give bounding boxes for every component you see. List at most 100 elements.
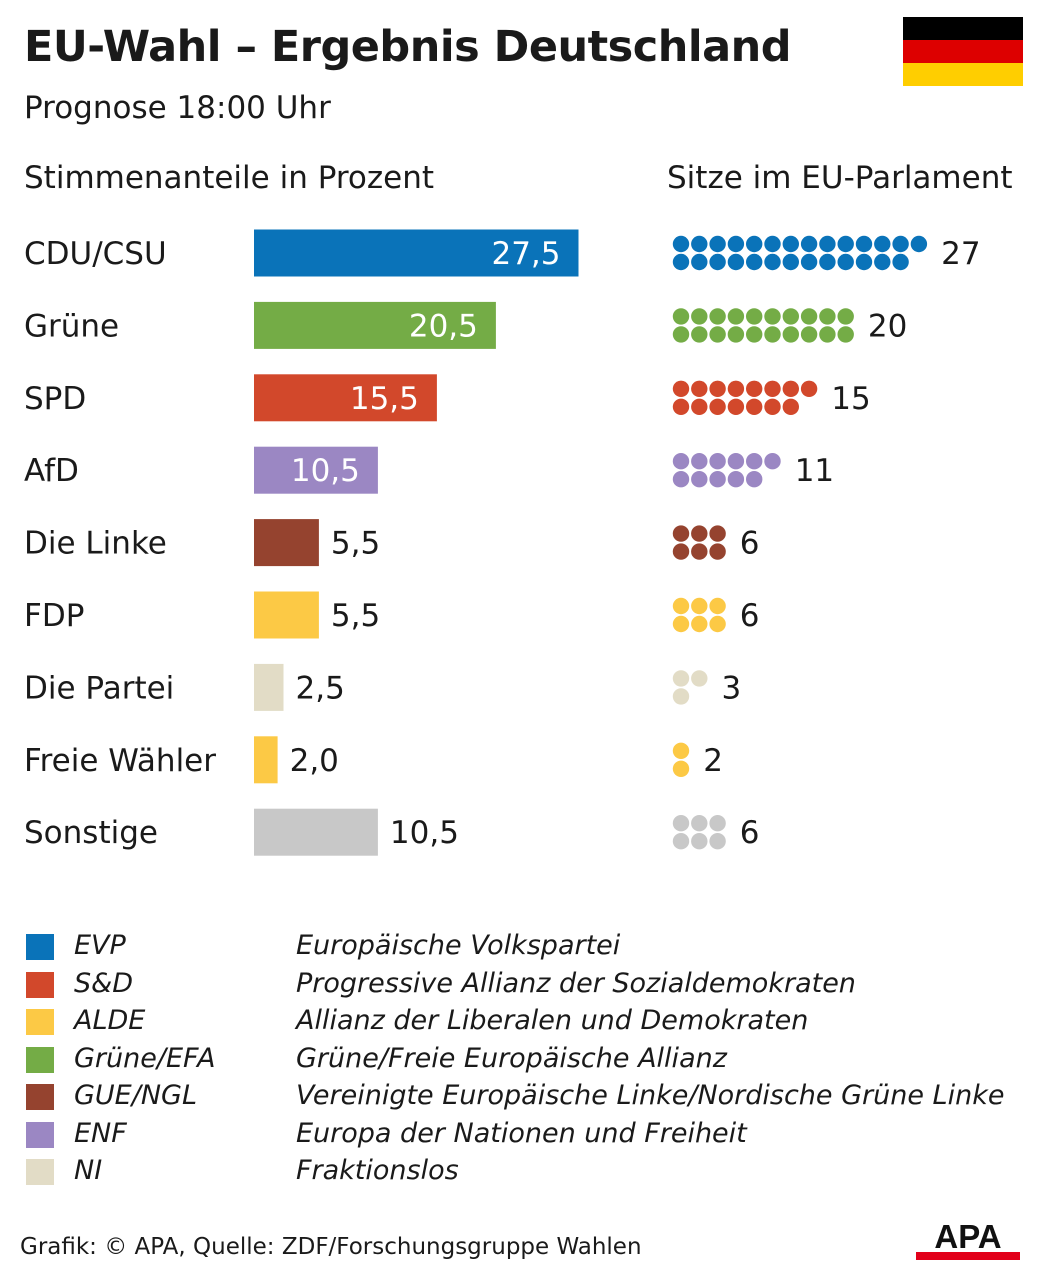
- seat-dot: [672, 760, 690, 777]
- seat-count-label: 27: [941, 236, 980, 272]
- seat-dot: [764, 398, 781, 415]
- seat-count-label: 6: [740, 526, 760, 562]
- legend-abbreviation: NI: [74, 1155, 103, 1186]
- seat-dot: [672, 525, 690, 542]
- vote-bar: [254, 229, 579, 277]
- party-label: Die Linke: [24, 526, 167, 562]
- vote-bar: [254, 519, 319, 567]
- seat-dot: [837, 308, 854, 325]
- vote-value-label: 20,5: [409, 308, 478, 344]
- vote-bar: [254, 591, 319, 639]
- seat-dot: [672, 308, 690, 325]
- seat-dot: [709, 326, 726, 343]
- legend-faction-name: Fraktionslos: [296, 1155, 459, 1186]
- vote-share-heading: Stimmenanteile in Prozent: [24, 160, 435, 196]
- flag-stripe-black: [903, 17, 1023, 40]
- seat-dot: [782, 253, 799, 271]
- seat-dot: [709, 471, 726, 488]
- seat-dot: [837, 235, 854, 253]
- seat-count-label: 11: [795, 453, 834, 489]
- seat-dot: [672, 597, 690, 615]
- seat-dot: [691, 597, 708, 615]
- seat-dot: [746, 253, 763, 271]
- seat-dot: [782, 398, 799, 415]
- party-label: Grüne: [24, 308, 119, 344]
- legend-faction-name: Progressive Allianz der Sozialdemokraten: [296, 967, 856, 999]
- seat-dot: [800, 253, 818, 271]
- seat-dot: [764, 308, 781, 325]
- seat-dot: [672, 398, 690, 415]
- legend-swatch: [26, 1121, 54, 1148]
- seat-dot: [709, 597, 726, 615]
- seat-dot: [892, 253, 909, 271]
- legend-abbreviation: ENF: [74, 1117, 127, 1149]
- seat-dot: [691, 380, 708, 397]
- seat-dot: [691, 253, 708, 271]
- chart-title: EU-Wahl – Ergebnis Deutschland: [24, 22, 792, 72]
- seat-dot: [727, 235, 745, 253]
- seat-dot: [691, 326, 708, 343]
- seat-dot: [709, 235, 726, 253]
- party-label: Sonstige: [24, 815, 158, 851]
- seat-dot: [691, 525, 708, 542]
- legend-faction-name: Allianz der Liberalen und Demokraten: [296, 1005, 809, 1036]
- vote-bar: [254, 663, 284, 711]
- seat-dot: [672, 235, 690, 253]
- seat-dot: [800, 308, 818, 325]
- seat-dot: [819, 308, 836, 325]
- seat-dot: [691, 615, 708, 633]
- apa-logo-text: APA: [934, 1218, 1001, 1255]
- seat-dot: [672, 326, 690, 343]
- seat-dot: [691, 815, 708, 832]
- vote-bar: [254, 808, 378, 856]
- seat-dot: [691, 453, 708, 470]
- seat-dot: [782, 380, 799, 397]
- legend-swatch: [26, 1009, 54, 1035]
- seat-dot: [691, 471, 708, 488]
- seat-count-label: 6: [740, 815, 760, 851]
- vote-value-label: 27,5: [491, 236, 560, 272]
- vote-value-label: 2,0: [290, 743, 339, 779]
- legend-swatch: [26, 1159, 54, 1185]
- seat-dot: [782, 308, 799, 325]
- vote-bar: [254, 446, 378, 494]
- seat-dot: [746, 326, 763, 343]
- seat-dot: [672, 688, 690, 705]
- seat-dot: [746, 471, 763, 488]
- seat-dot: [874, 235, 891, 253]
- seat-dot: [764, 235, 781, 253]
- flag-stripe-gold: [903, 63, 1023, 86]
- seat-dot: [892, 235, 909, 253]
- vote-value-label: 5,5: [331, 526, 380, 562]
- legend-abbreviation: S&D: [74, 967, 133, 999]
- seat-dot: [691, 398, 708, 415]
- seat-dot: [837, 253, 854, 271]
- seat-dot: [672, 742, 690, 759]
- seat-dot: [800, 326, 818, 343]
- seat-dot: [727, 326, 745, 343]
- seat-dot: [672, 670, 690, 687]
- seat-count-label: 20: [868, 308, 907, 344]
- seat-dot: [782, 326, 799, 343]
- seat-dot: [782, 235, 799, 253]
- legend-swatch: [26, 971, 54, 998]
- seat-dot: [672, 615, 690, 633]
- seat-dot: [691, 235, 708, 253]
- vote-value-label: 2,5: [296, 670, 345, 706]
- seat-dot: [910, 235, 928, 253]
- seat-dot: [764, 253, 781, 271]
- seat-dot: [709, 453, 726, 470]
- seat-dot: [727, 253, 745, 271]
- seat-dot: [874, 253, 891, 271]
- legend-swatch: [26, 1046, 54, 1073]
- chart-subtitle: Prognose 18:00 Uhr: [24, 90, 331, 126]
- seat-count-label: 3: [722, 670, 742, 706]
- vote-value-label: 15,5: [350, 381, 419, 417]
- legend-abbreviation: ALDE: [74, 1005, 146, 1036]
- seat-dot: [746, 380, 763, 397]
- seat-dot: [709, 833, 726, 850]
- legend-swatch: [26, 1084, 54, 1110]
- apa-logo: APA: [916, 1218, 1020, 1260]
- seat-dot: [709, 308, 726, 325]
- party-label: Die Partei: [24, 670, 174, 706]
